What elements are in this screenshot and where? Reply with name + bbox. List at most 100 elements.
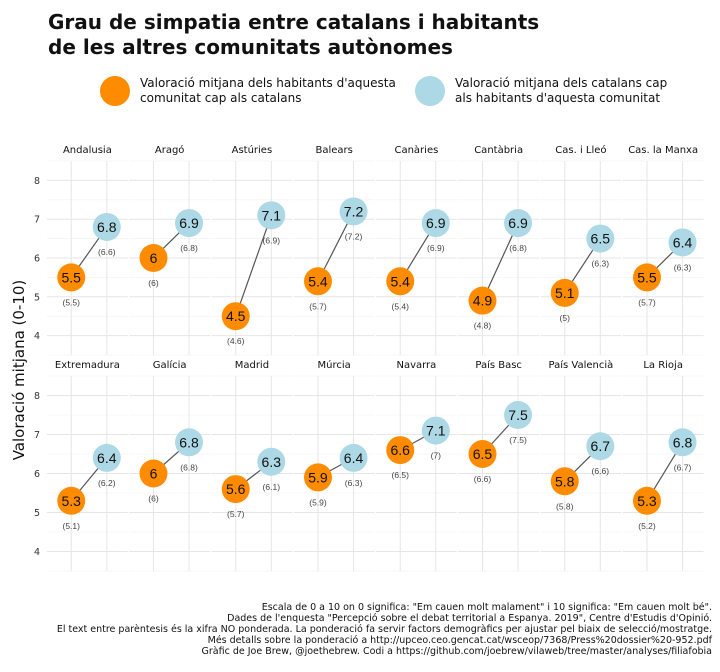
y-tick-label: 5 (34, 508, 40, 519)
point-label-to-catalans: 5.4 (391, 273, 411, 289)
unweighted-label-from-catalans: (7.2) (345, 231, 363, 241)
point-label-from-catalans: 6.8 (179, 434, 199, 450)
unweighted-label-from-catalans: (6.8) (509, 243, 527, 253)
footer-line: Escala de 0 a 10 on 0 significa: "Em cau… (261, 602, 712, 613)
point-from-catalans (504, 209, 533, 238)
point-to-catalans (303, 267, 332, 296)
connector-line (235, 215, 272, 317)
point-to-catalans (139, 459, 168, 488)
panel-title: Balears (315, 145, 352, 156)
point-label-from-catalans: 7.5 (508, 407, 528, 423)
y-tick-label: 6 (34, 469, 40, 480)
point-label-to-catalans: 5.3 (62, 493, 82, 509)
unweighted-label-from-catalans: (6.9) (263, 235, 281, 245)
chart-area: Valoració mitjana (0-10) 4 5 6 7 8 Andalusia 5.… (10, 144, 704, 572)
point-label-to-catalans: 5.3 (637, 493, 657, 509)
point-from-catalans (257, 201, 286, 230)
point-to-catalans (386, 267, 415, 296)
legend-label: Valoració mitjana dels catalans cap als … (455, 76, 668, 105)
unweighted-label-from-catalans: (6.6) (592, 466, 610, 476)
unweighted-label-to-catalans: (5.7) (227, 509, 245, 519)
point-to-catalans (221, 302, 250, 331)
point-label-from-catalans: 6.8 (673, 434, 693, 450)
panel-title: La Rioja (643, 360, 683, 371)
point-label-to-catalans: 5.8 (555, 473, 575, 489)
point-label-to-catalans: 5.5 (637, 269, 657, 285)
point-label-to-catalans: 6 (150, 466, 158, 482)
point-label-from-catalans: 7.2 (344, 203, 364, 219)
unweighted-label-to-catalans: (5.4) (391, 301, 409, 311)
point-label-to-catalans: 4.5 (226, 308, 246, 324)
point-to-catalans (57, 263, 86, 292)
y-tick-label: 4 (34, 331, 40, 342)
panel-title: Cantàbria (474, 144, 523, 156)
footer-line: Gràfic de Joe Brew, @joethebrew. Codi a … (201, 646, 712, 657)
unweighted-label-to-catalans: (6) (148, 494, 159, 504)
point-from-catalans (339, 443, 368, 472)
unweighted-label-from-catalans: (6.3) (674, 262, 692, 272)
point-label-from-catalans: 6.4 (344, 450, 364, 466)
unweighted-label-to-catalans: (5.7) (638, 297, 656, 307)
point-label-to-catalans: 6 (150, 250, 158, 266)
unweighted-label-from-catalans: (6.6) (98, 247, 116, 257)
point-to-catalans (550, 467, 579, 496)
point-label-from-catalans: 6.9 (426, 215, 446, 231)
unweighted-label-to-catalans: (6) (148, 278, 159, 288)
panel-title: Aragó (155, 144, 185, 156)
unweighted-label-to-catalans: (5.9) (309, 497, 327, 507)
point-from-catalans (339, 197, 368, 226)
point-label-from-catalans: 6.9 (179, 215, 199, 231)
unweighted-label-from-catalans: (6.3) (592, 259, 610, 269)
point-label-to-catalans: 6.5 (473, 446, 493, 462)
panel-title: Andalusia (63, 145, 112, 156)
panel-title: Astúries (232, 144, 273, 156)
unweighted-label-to-catalans: (6.6) (474, 474, 492, 484)
point-label-to-catalans: 5.4 (308, 273, 328, 289)
point-label-from-catalans: 6.3 (262, 454, 282, 470)
point-label-from-catalans: 6.7 (591, 438, 611, 454)
panel-title: País Valencià (549, 359, 614, 371)
unweighted-label-to-catalans: (5) (560, 313, 571, 323)
chart-title: Grau de simpatia entre catalans i habita… (48, 10, 540, 59)
unweighted-label-to-catalans: (5.2) (638, 521, 656, 531)
y-axis-label: Valoració mitjana (0-10) (10, 280, 28, 461)
unweighted-label-to-catalans: (4.6) (227, 336, 245, 346)
point-from-catalans (257, 447, 286, 476)
point-from-catalans (586, 224, 615, 253)
point-from-catalans (92, 443, 121, 472)
panel-title: Extremadura (55, 360, 120, 371)
point-label-to-catalans: 5.1 (555, 285, 575, 301)
unweighted-label-from-catalans: (6.1) (263, 482, 281, 492)
y-tick-label: 7 (34, 430, 40, 441)
point-label-to-catalans: 4.9 (473, 293, 493, 309)
point-label-from-catalans: 6.4 (97, 450, 117, 466)
unweighted-label-to-catalans: (5.7) (309, 301, 327, 311)
panel-title: Galícia (153, 359, 187, 371)
point-from-catalans (175, 209, 204, 238)
y-tick-label: 8 (34, 391, 40, 402)
point-label-from-catalans: 7.1 (426, 423, 446, 439)
unweighted-label-from-catalans: (6.9) (427, 243, 445, 253)
unweighted-label-from-catalans: (6.8) (180, 243, 198, 253)
unweighted-label-from-catalans: (7.5) (509, 435, 527, 445)
point-label-to-catalans: 6.6 (391, 442, 411, 458)
y-tick-label: 8 (34, 176, 40, 187)
point-from-catalans (668, 428, 697, 457)
unweighted-label-to-catalans: (4.8) (474, 321, 492, 331)
point-to-catalans (632, 486, 661, 515)
unweighted-label-to-catalans: (5.8) (556, 501, 574, 511)
point-to-catalans (468, 286, 497, 315)
panel-title: Canàries (394, 144, 438, 156)
point-label-to-catalans: 5.9 (308, 469, 328, 485)
point-label-from-catalans: 6.4 (673, 234, 693, 250)
footer-line: Més detalls sobre la ponderació a http:/… (207, 635, 712, 646)
point-to-catalans (221, 475, 250, 504)
unweighted-label-from-catalans: (6.8) (180, 462, 198, 472)
unweighted-label-from-catalans: (6.3) (345, 478, 363, 488)
point-from-catalans (92, 212, 121, 241)
panel-title: País Basc (475, 359, 522, 371)
point-label-to-catalans: 5.6 (226, 481, 246, 497)
unweighted-label-from-catalans: (6.2) (98, 478, 116, 488)
unweighted-label-from-catalans: (7) (431, 451, 442, 461)
point-label-to-catalans: 5.5 (62, 269, 82, 285)
